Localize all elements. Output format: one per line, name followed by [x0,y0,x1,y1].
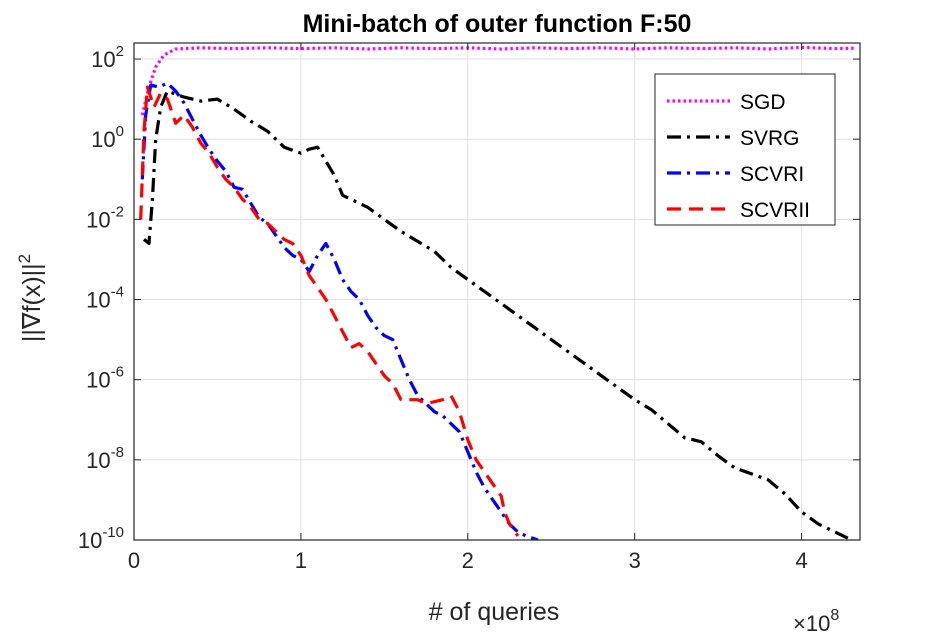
y-tick-label-exponent: -8 [111,444,124,461]
axes-box [133,42,861,541]
series-layer [139,45,857,540]
x-tick-label: 3 [629,548,641,573]
x-axis-label: # of queries [429,598,560,626]
y-tick-label-exponent: -2 [111,203,124,220]
legend-label-scvri: SCVRI [740,163,804,186]
y-tick-label-base: 10 [78,528,102,553]
tick-marks [133,43,860,541]
legend-box [654,73,836,226]
series-line-scvri [140,81,539,540]
x-tick-labels: 0 1 2 3 4 [128,548,808,573]
y-tick-label-base: 10 [91,47,115,72]
legend-label-svrg: SVRG [740,127,800,150]
x-multiplier-base: ×10 [793,611,830,634]
y-tick-label: 10-10 [78,524,124,553]
y-axis-label: ||∇f(x)||2 [15,254,46,342]
y-tick-label-exponent: -6 [111,364,124,381]
y-tick-label-exponent: 2 [116,43,124,60]
y-tick-label: 10-2 [86,203,124,232]
y-axis-label-exponent: 2 [15,254,34,263]
x-tick-label: 1 [295,548,307,573]
y-tick-label-base: 10 [91,127,115,152]
x-tick-label: 2 [462,548,474,573]
series-line-sgd [140,45,857,116]
y-tick-label-base: 10 [86,368,110,393]
y-tick-label: 102 [91,43,124,72]
y-tick-label: 10-4 [86,284,124,313]
x-axis-multiplier: ×108 [793,607,839,634]
legend-label-scvrii: SCVRII [740,199,810,222]
series-line-scvrii [139,85,520,537]
series-line-svrg [143,89,853,540]
y-tick-label: 100 [91,123,124,152]
x-tick-label: 4 [795,548,807,573]
y-axis-label-main: ||∇f(x)|| [18,263,46,342]
y-tick-label-exponent: 0 [116,123,124,140]
y-tick-label-base: 10 [86,288,110,313]
x-tick-label: 0 [128,548,140,573]
legend-label-sgd: SGD [740,91,786,114]
y-tick-label-exponent: -4 [111,284,124,301]
y-tick-label-base: 10 [86,207,110,232]
legend: SGD SVRG SCVRI SCVRII [654,73,836,226]
x-multiplier-exponent: 8 [830,607,839,624]
y-tick-label-exponent: -10 [102,524,124,541]
chart-title: Mini-batch of outer function F:50 [303,10,692,38]
y-tick-label: 10-6 [86,364,124,393]
y-tick-label-base: 10 [86,448,110,473]
y-tick-label: 10-8 [86,444,124,473]
